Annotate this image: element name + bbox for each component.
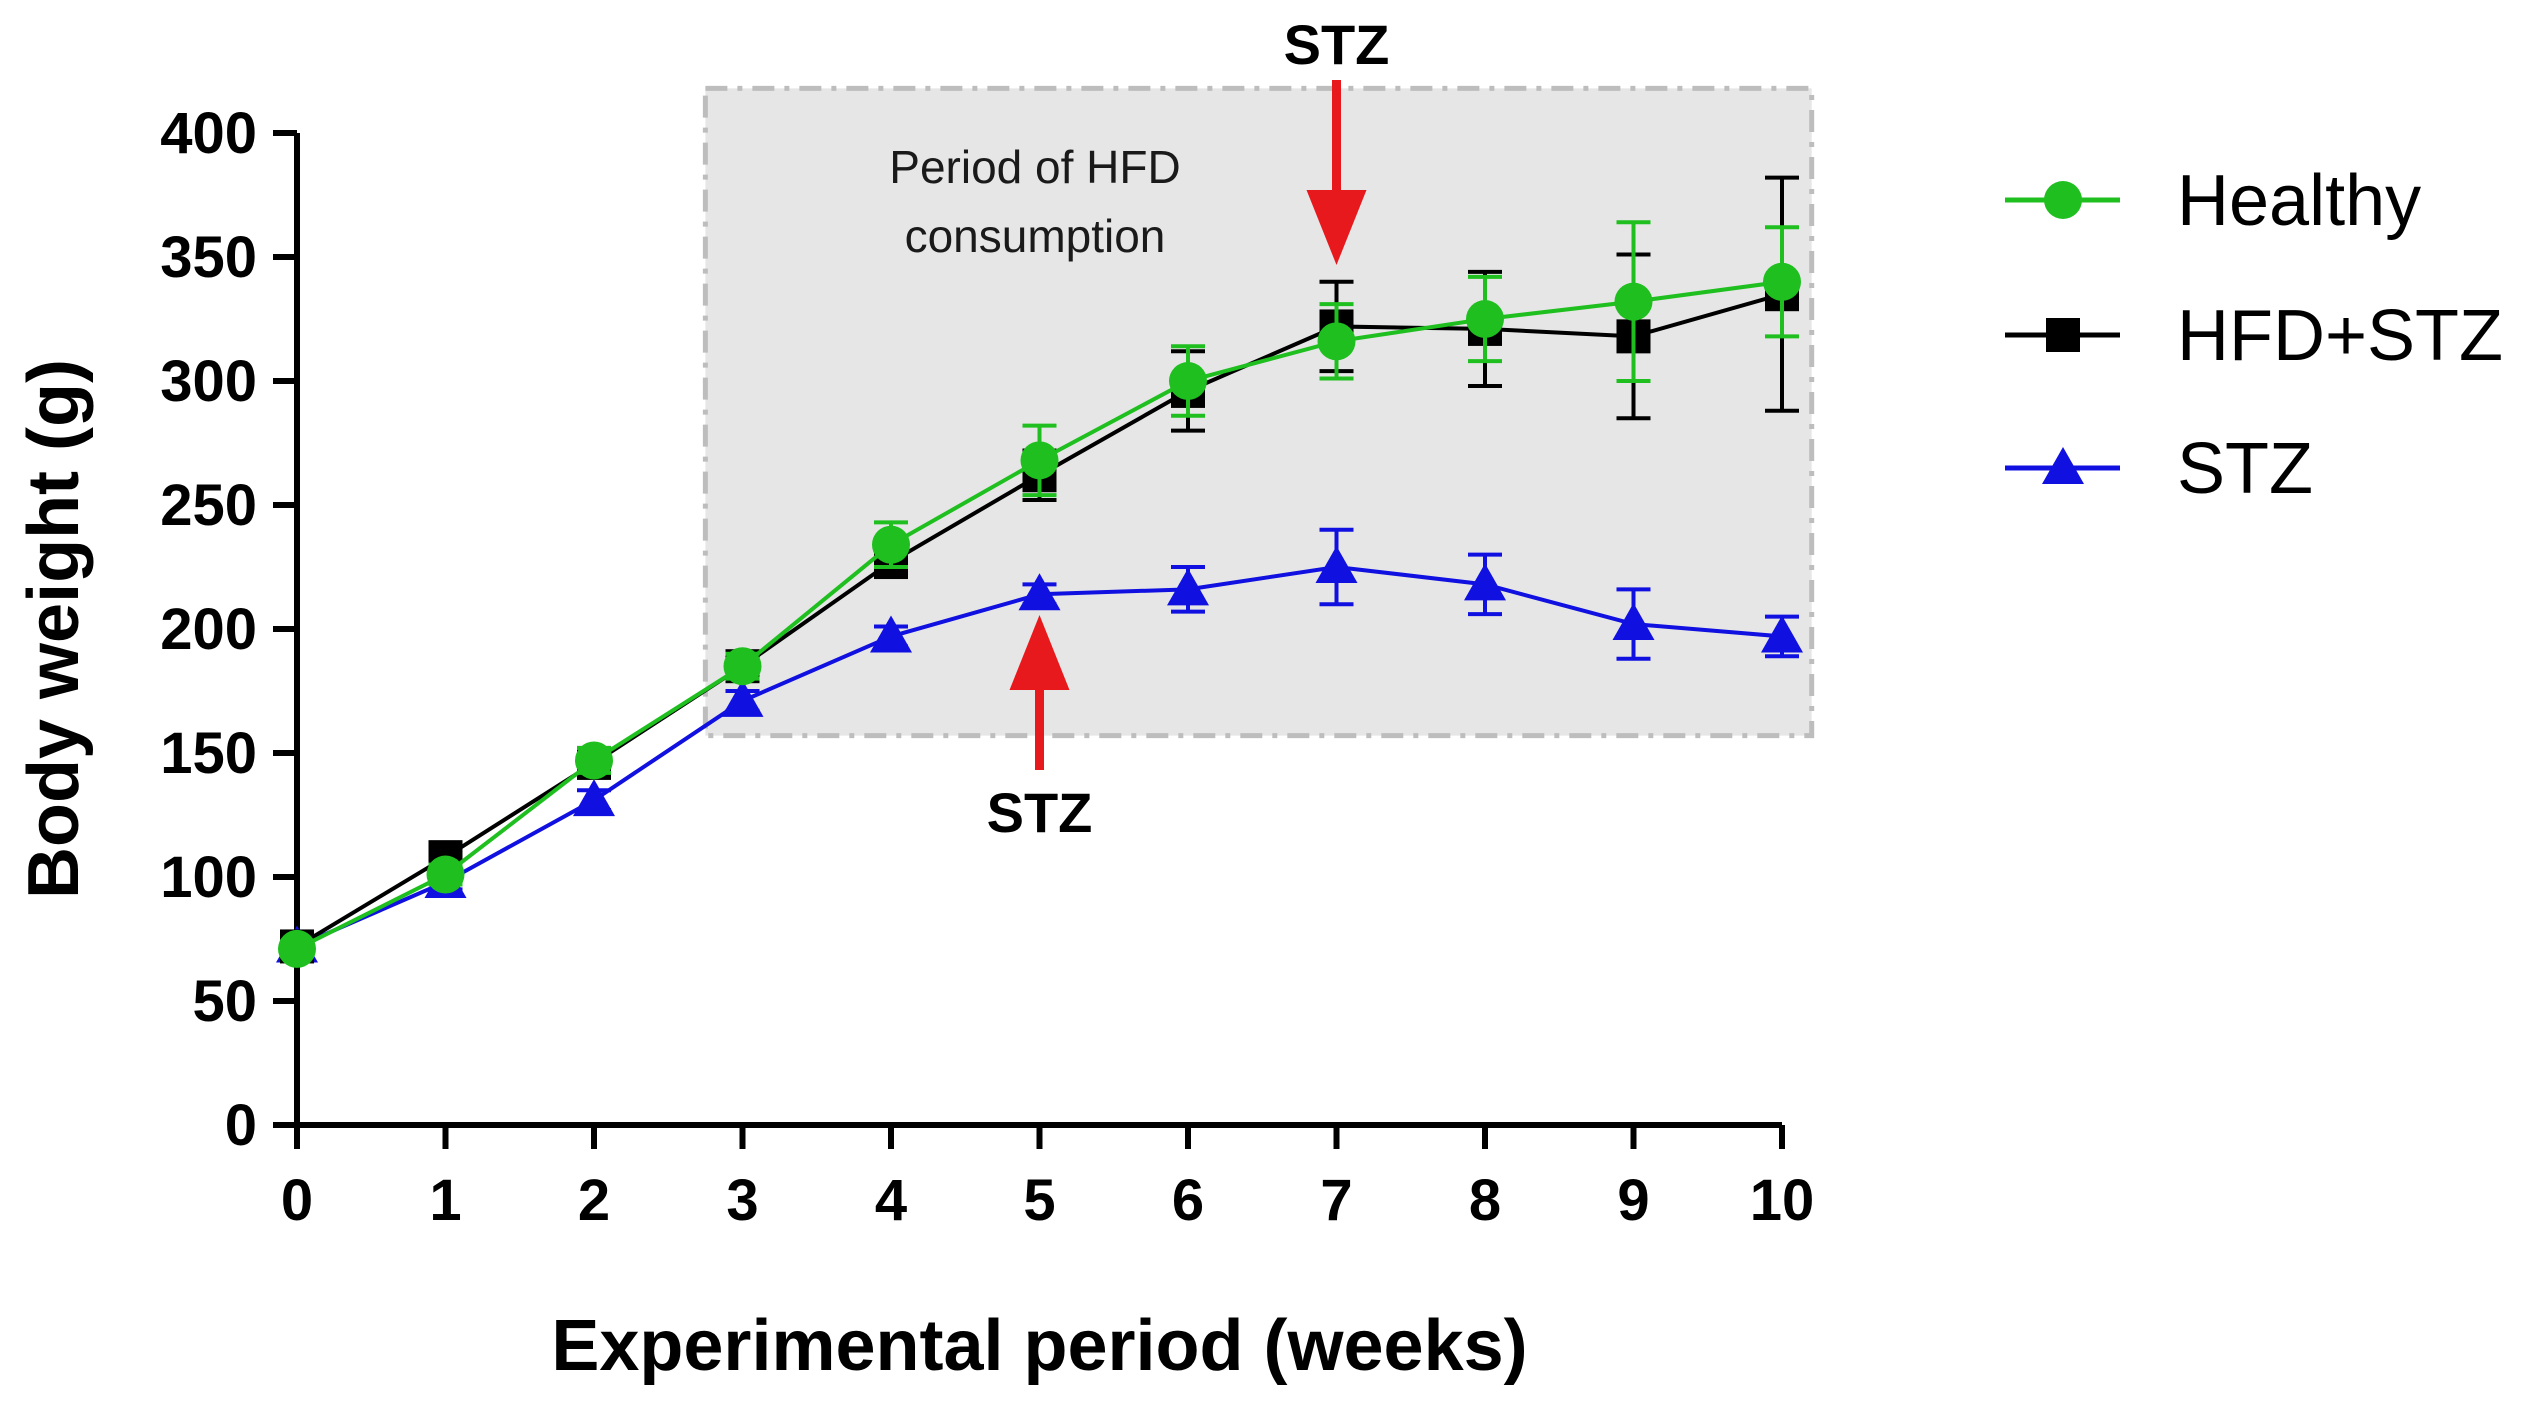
y-tick-label: 100 <box>160 845 257 910</box>
legend-label-healthy: Healthy <box>2177 161 2421 241</box>
hfd-region-label-line2: consumption <box>905 210 1166 262</box>
annotations: STZ STZ <box>987 13 1390 844</box>
y-tick-label: 350 <box>160 225 257 290</box>
x-tick-label: 4 <box>875 1168 907 1233</box>
legend-marker-hfd-stz <box>2046 318 2080 352</box>
data-point-stz <box>870 615 912 653</box>
data-point-healthy <box>426 855 465 894</box>
data-point-stz <box>1761 615 1803 653</box>
x-tick-label: 6 <box>1172 1168 1204 1233</box>
data-point-healthy <box>1763 262 1801 301</box>
legend: Healthy HFD+STZ STZ <box>2005 161 2503 509</box>
x-tick-label: 2 <box>578 1168 610 1233</box>
stz-arrow-2: STZ <box>1284 13 1390 265</box>
data-point-stz <box>573 779 615 817</box>
series-healthy <box>278 220 1801 968</box>
arrow-label: STZ <box>1284 13 1390 76</box>
data-point-stz <box>1315 546 1358 583</box>
x-tick-label: 0 <box>281 1168 313 1233</box>
y-tick-label: 200 <box>160 597 257 662</box>
legend-label-stz: STZ <box>2177 429 2313 509</box>
y-tick-label: 50 <box>192 969 257 1034</box>
legend-item-stz: STZ <box>2005 429 2313 509</box>
data-point-stz <box>1018 573 1061 611</box>
x-tick-label: 10 <box>1750 1168 1815 1233</box>
x-tick-label: 5 <box>1023 1168 1055 1233</box>
legend-item-healthy: Healthy <box>2005 161 2421 241</box>
hfd-region-label-line1: Period of HFD <box>889 141 1180 193</box>
legend-item-hfd-stz: HFD+STZ <box>2005 296 2503 376</box>
axes: 0 50 100 150 200 250 300 350 400 0 1 2 3 4 5 6 7 8 9 10 Expe… <box>14 101 1814 1386</box>
series-group <box>276 175 1803 968</box>
data-point-healthy <box>278 929 316 968</box>
y-tick-label: 400 <box>160 101 257 166</box>
y-axis-title: Body weight (g) <box>14 359 94 899</box>
arrow-head <box>1306 190 1367 265</box>
data-point-healthy <box>1020 441 1059 480</box>
data-point-healthy <box>1169 362 1207 400</box>
x-tick-label: 8 <box>1469 1168 1501 1233</box>
x-tick-label: 3 <box>726 1168 758 1233</box>
data-point-healthy <box>1317 322 1356 361</box>
data-point-healthy <box>723 647 762 686</box>
legend-marker-healthy <box>2044 181 2082 219</box>
stz-arrow-1: STZ <box>987 615 1093 844</box>
y-tick-label: 150 <box>160 721 257 786</box>
y-tick-label: 0 <box>225 1093 257 1158</box>
y-tick-label: 300 <box>160 349 257 414</box>
x-tick-label: 7 <box>1320 1168 1352 1233</box>
legend-marker-stz <box>2042 447 2084 484</box>
x-axis-title: Experimental period (weeks) <box>551 1306 1527 1386</box>
data-point-healthy <box>1466 300 1504 338</box>
legend-label-hfd-stz: HFD+STZ <box>2177 296 2503 376</box>
data-point-stz <box>1612 603 1655 641</box>
data-point-healthy <box>1614 282 1653 321</box>
arrow-label: STZ <box>987 781 1093 844</box>
data-point-stz <box>721 679 764 717</box>
data-point-stz <box>1167 568 1209 606</box>
x-tick-label: 1 <box>429 1168 461 1233</box>
y-tick-label: 250 <box>160 473 257 538</box>
data-point-healthy <box>872 525 910 564</box>
data-point-healthy <box>575 741 613 780</box>
x-tick-label: 9 <box>1617 1168 1649 1233</box>
arrow-head <box>1009 615 1070 690</box>
data-point-stz <box>1464 563 1506 601</box>
